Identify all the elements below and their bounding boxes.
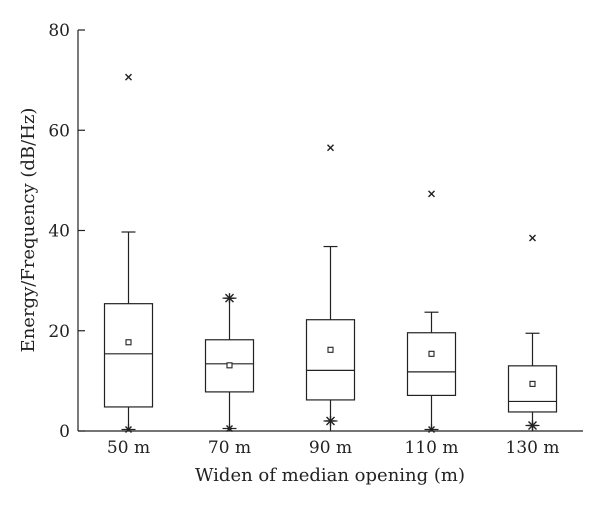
x-marker-stroke	[428, 190, 435, 198]
x-marker-stroke	[428, 426, 435, 433]
x-marker	[529, 234, 536, 242]
x-tick-label: 50 m	[107, 438, 150, 458]
x-tick-label: 90 m	[309, 438, 352, 458]
asterisk-marker	[224, 293, 235, 304]
y-tick-label: 40	[48, 222, 70, 242]
x-marker-stroke	[529, 234, 536, 242]
asterisk-marker	[325, 415, 336, 426]
x-marker	[428, 190, 435, 198]
x-marker	[125, 73, 132, 81]
mean-marker	[327, 346, 334, 353]
x-tick-label: 110 m	[405, 438, 459, 458]
x-marker-stroke	[125, 426, 132, 433]
iqr-box	[507, 365, 558, 413]
asterisk-marker	[527, 420, 538, 431]
x-tick-label: 70 m	[208, 438, 251, 458]
y-tick-label: 60	[48, 121, 70, 141]
mean-marker	[226, 362, 233, 369]
x-ticks: 50 m 70 m 90 m 110 m 130 m	[107, 424, 560, 458]
y-ticks: 0 20 40 60 80	[48, 21, 85, 442]
y-tick-label: 80	[48, 21, 70, 41]
x-marker	[327, 144, 334, 152]
x-tick-label: 130 m	[506, 438, 560, 458]
box-group	[204, 293, 255, 432]
box-group	[507, 234, 558, 431]
x-marker-stroke	[125, 73, 132, 81]
x-marker	[125, 426, 132, 433]
mean-marker	[428, 350, 435, 357]
box-group	[305, 144, 356, 426]
mean-marker	[125, 339, 132, 346]
y-axis-title: Energy/Frequency (dB/Hz)	[18, 108, 39, 353]
iqr-box	[406, 332, 457, 397]
y-tick-label: 20	[48, 322, 70, 342]
box-group	[406, 190, 457, 433]
box-group	[103, 73, 154, 433]
boxes	[103, 73, 558, 433]
y-tick-label: 0	[59, 422, 70, 442]
x-marker-stroke	[226, 424, 233, 432]
mean-marker	[529, 380, 536, 387]
iqr-box	[305, 319, 356, 401]
iqr-box	[103, 303, 154, 408]
x-marker	[226, 424, 233, 432]
x-marker	[428, 426, 435, 433]
x-marker-stroke	[327, 144, 334, 152]
x-axis-title: Widen of median opening (m)	[195, 465, 465, 486]
